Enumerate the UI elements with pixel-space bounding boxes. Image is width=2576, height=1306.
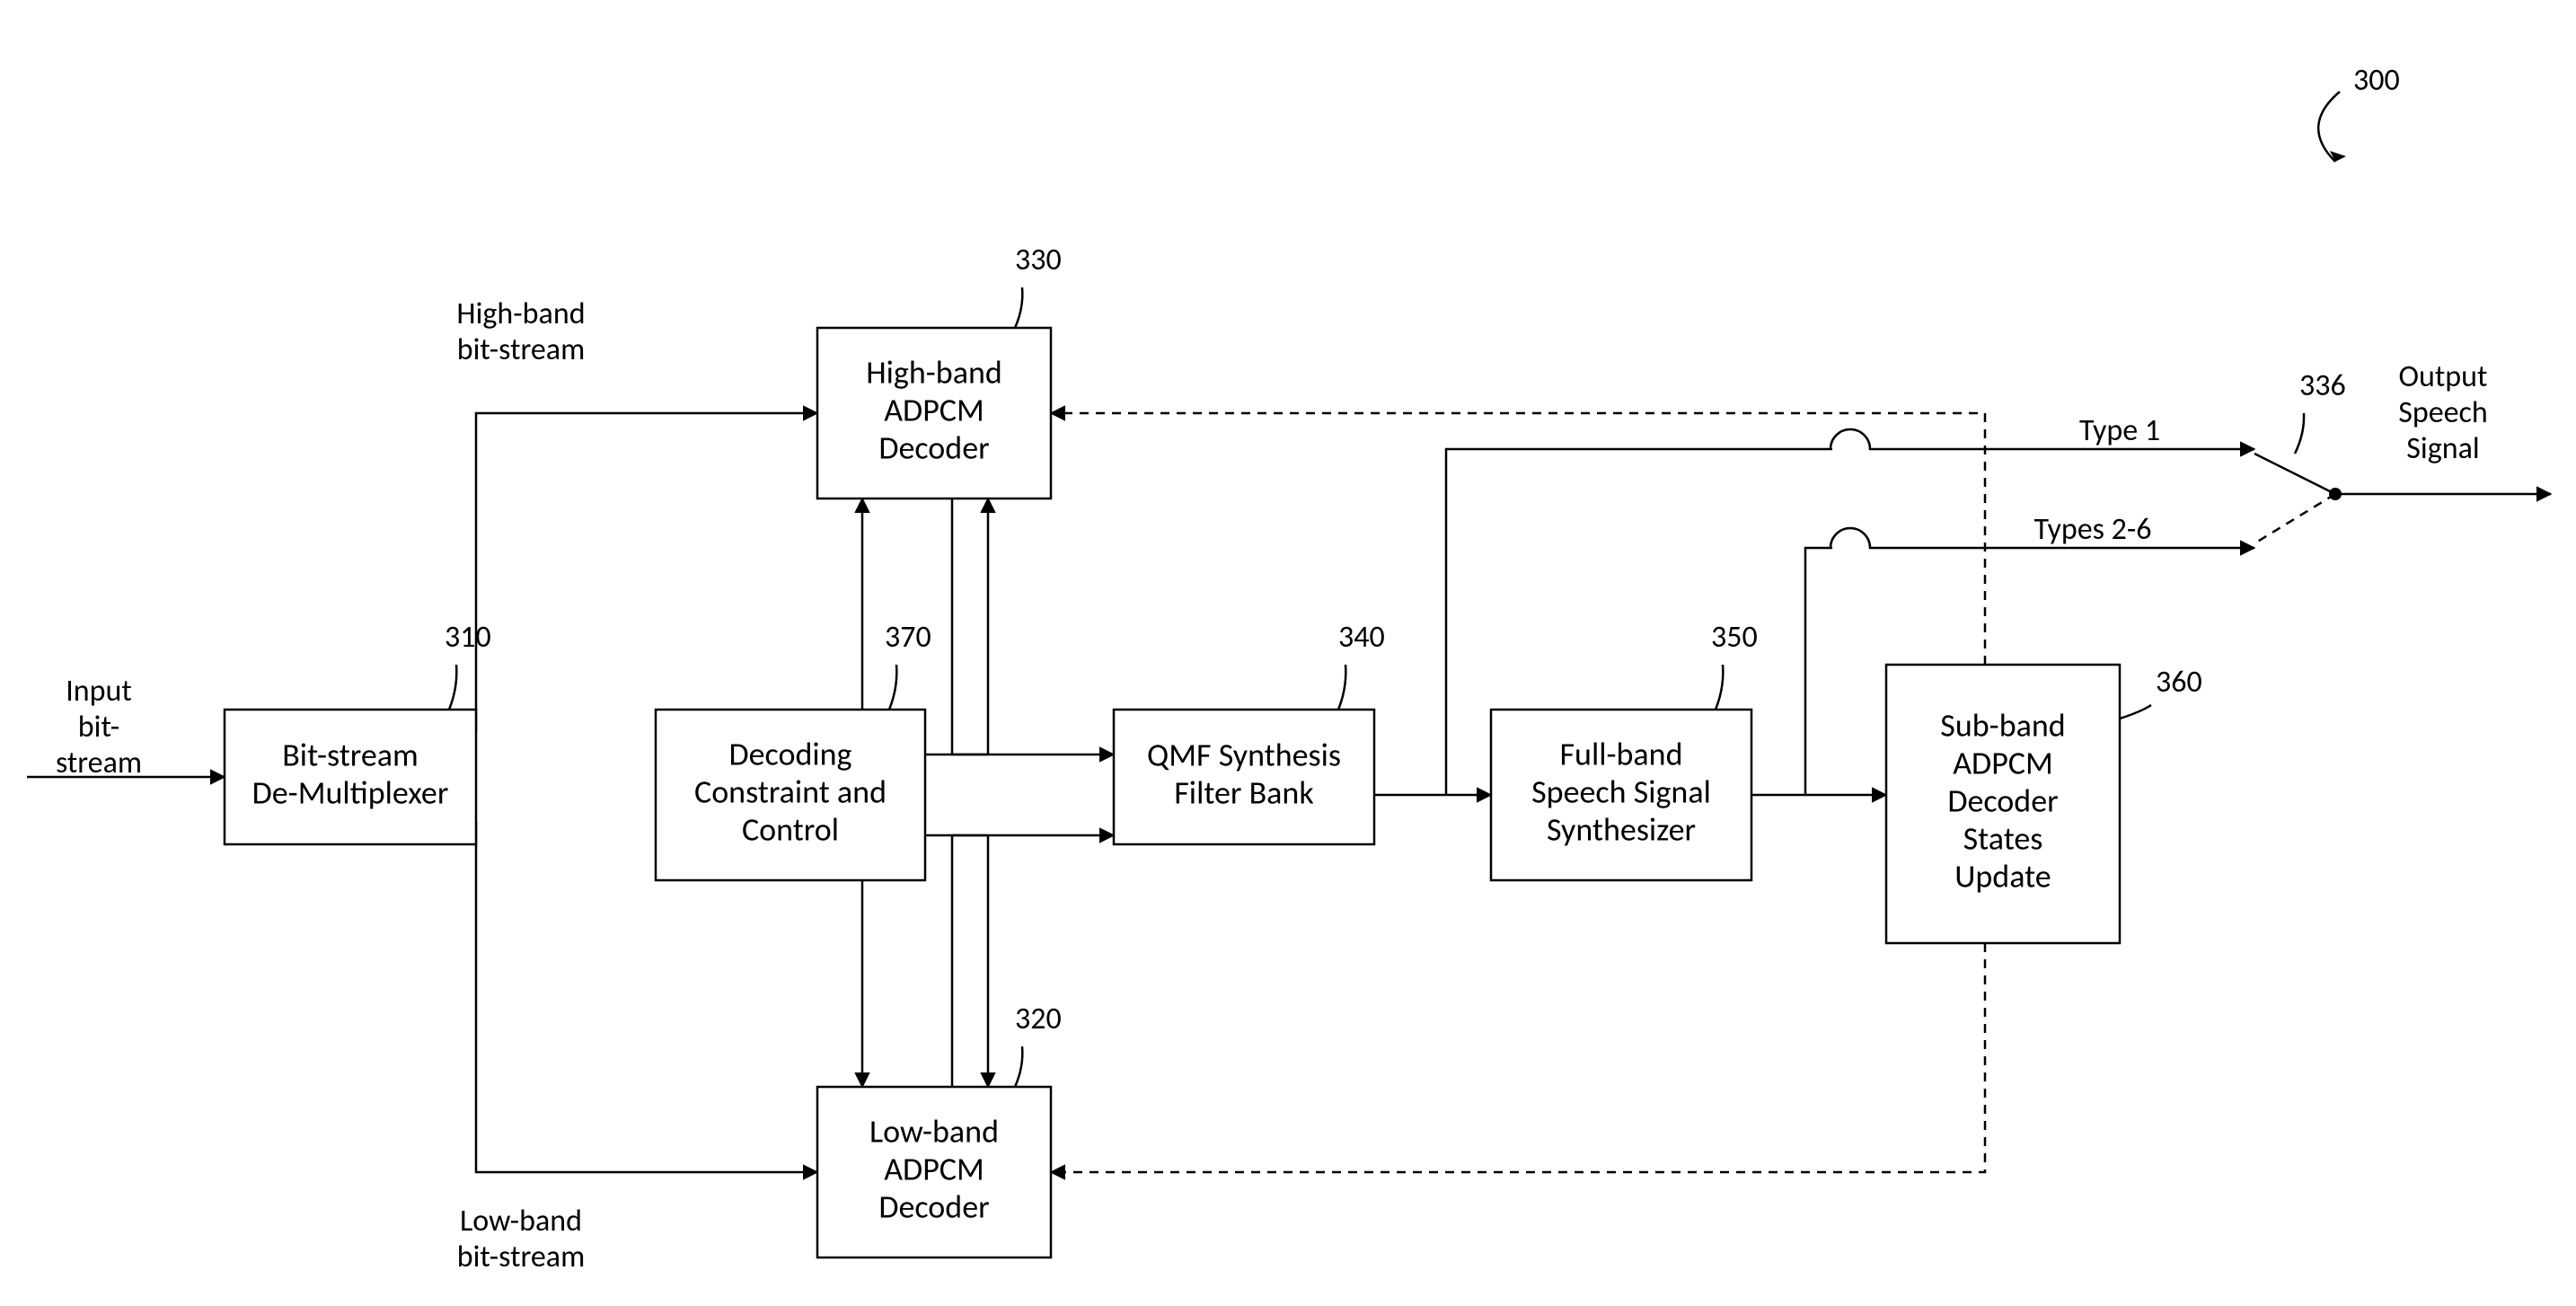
block-fss-label: Full-band bbox=[1560, 735, 1683, 774]
ref-switch: 336 bbox=[2299, 367, 2346, 404]
block-upd-label: ADPCM bbox=[1953, 744, 2053, 783]
ref-lb: 320 bbox=[1015, 1001, 1062, 1037]
ref-hb: 330 bbox=[1015, 242, 1062, 278]
block-lb-label: Decoder bbox=[878, 1187, 989, 1227]
block-demux-label: De-Multiplexer bbox=[252, 773, 449, 813]
block-lb: Low-bandADPCMDecoder bbox=[817, 1087, 1051, 1257]
block-dcc-label: Control bbox=[742, 810, 839, 850]
ref-demux: 310 bbox=[445, 619, 491, 656]
input-label: Input bbox=[66, 673, 132, 710]
input-label: stream bbox=[56, 745, 142, 781]
block-fss: Full-bandSpeech SignalSynthesizer bbox=[1491, 710, 1751, 880]
edge bbox=[2254, 494, 2335, 543]
svg-text:bit-stream: bit-stream bbox=[457, 1239, 586, 1275]
switch-type1-label: Type 1 bbox=[2079, 412, 2160, 449]
block-hb-label: Decoder bbox=[878, 428, 989, 468]
ref-qmf: 340 bbox=[1338, 619, 1385, 656]
figure-ref: 300 bbox=[2353, 62, 2400, 99]
block-demux-label: Bit-stream bbox=[282, 736, 419, 775]
block-upd: Sub-bandADPCMDecoderStatesUpdate bbox=[1886, 665, 2120, 943]
block-upd-label: Decoder bbox=[1947, 781, 2058, 821]
block-demux: Bit-streamDe-Multiplexer bbox=[225, 710, 476, 844]
ref-dcc: 370 bbox=[885, 619, 931, 656]
block-upd-label: Sub-band bbox=[1940, 706, 2065, 746]
ref-fss: 350 bbox=[1711, 619, 1758, 656]
svg-text:Low-band: Low-band bbox=[460, 1203, 582, 1240]
block-qmf-label: QMF Synthesis bbox=[1147, 736, 1341, 775]
block-lb-label: Low-band bbox=[869, 1112, 999, 1152]
block-upd-label: States bbox=[1963, 819, 2043, 859]
block-qmf-label: Filter Bank bbox=[1174, 773, 1313, 813]
svg-text:High-band: High-band bbox=[456, 296, 585, 332]
output-label: Speech bbox=[2398, 394, 2488, 431]
output-label: Signal bbox=[2406, 430, 2479, 467]
block-upd-label: Update bbox=[1954, 857, 2051, 896]
block-fss-label: Synthesizer bbox=[1547, 810, 1696, 850]
input-label: bit- bbox=[78, 709, 119, 746]
block-dcc-label: Constraint and bbox=[694, 772, 887, 812]
block-lb-label: ADPCM bbox=[884, 1150, 984, 1189]
block-dcc: DecodingConstraint andControl bbox=[656, 710, 925, 880]
svg-text:bit-stream: bit-stream bbox=[457, 331, 586, 368]
block-fss-label: Speech Signal bbox=[1531, 772, 1711, 812]
ref-upd: 360 bbox=[2156, 664, 2202, 701]
block-qmf: QMF SynthesisFilter Bank bbox=[1114, 710, 1374, 844]
block-hb-label: High-band bbox=[866, 353, 1002, 393]
switch-type26-label: Types 2-6 bbox=[2033, 511, 2151, 548]
switch-arm bbox=[2254, 454, 2335, 494]
block-dcc-label: Decoding bbox=[728, 735, 851, 774]
block-hb-label: ADPCM bbox=[884, 391, 984, 430]
output-label: Output bbox=[2399, 358, 2488, 395]
block-hb: High-bandADPCMDecoder bbox=[817, 328, 1051, 499]
